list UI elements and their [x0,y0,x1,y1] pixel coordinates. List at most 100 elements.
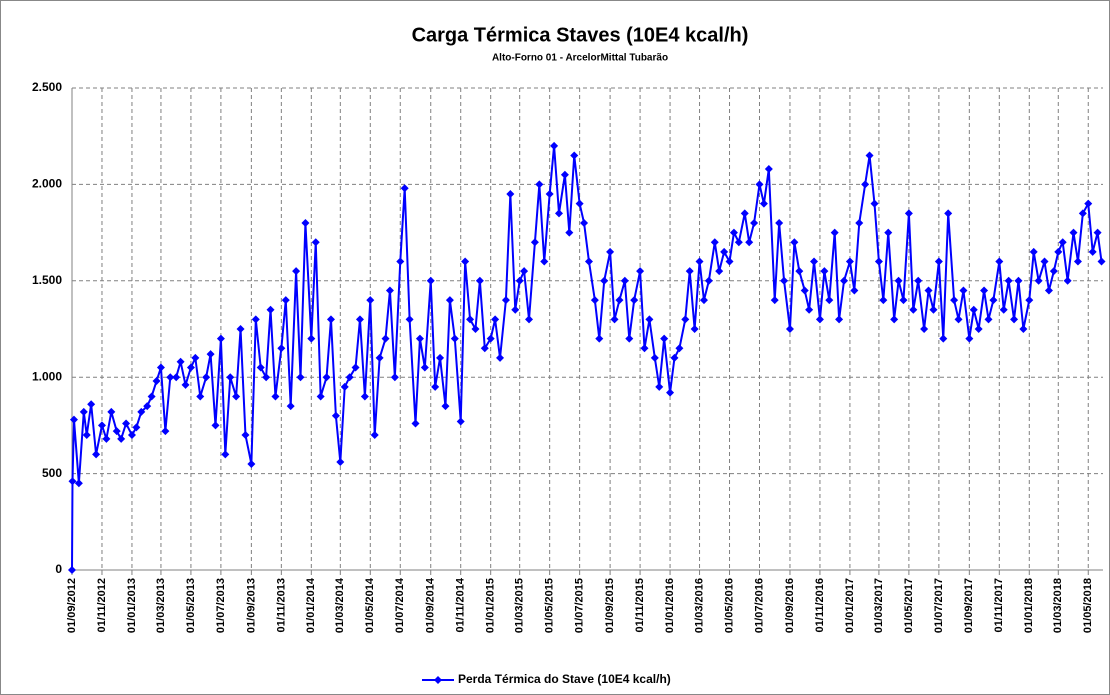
data-point [550,141,559,150]
data-point [196,392,205,401]
data-point [685,267,694,276]
data-point [904,209,913,218]
data-point [670,353,679,362]
data-point [506,190,515,199]
x-tick-label: 01/03/2015 [514,578,526,633]
data-point [202,373,211,382]
data-point [431,382,440,391]
data-point [855,218,864,227]
data-point [995,257,1004,266]
data-point [750,218,759,227]
x-tick-label: 01/05/2017 [903,578,915,633]
data-point [865,151,874,160]
x-tick-label: 01/11/2012 [96,578,108,632]
data-point [68,566,76,574]
data-point [681,315,690,324]
legend-marker [434,676,442,684]
x-tick-label: 01/09/2015 [604,578,616,633]
data-point [1097,257,1106,266]
data-point [815,315,824,324]
data-point [117,434,126,443]
data-point [606,247,615,256]
x-tick-label: 01/07/2016 [753,578,765,633]
data-point [87,400,96,409]
data-point [186,363,195,372]
data-point [221,450,230,459]
data-point [715,267,724,276]
data-point [296,373,305,382]
data-point [132,423,141,432]
data-point [584,257,593,266]
data-point [466,315,475,324]
data-point [934,257,943,266]
data-point [840,276,849,285]
data-point [501,296,510,305]
data-point [795,267,804,276]
data-point [909,305,918,314]
data-point [181,380,190,389]
data-point [1044,286,1053,295]
data-point [450,334,459,343]
chart-subtitle: Alto-Forno 01 - ArcelorMittal Tubarão [492,53,668,64]
data-point [316,392,325,401]
data-point [610,315,619,324]
data-point [415,334,424,343]
data-point [884,228,893,237]
data-point [1019,325,1028,333]
x-tick-label: 01/01/2018 [1023,578,1035,633]
data-point [102,434,111,443]
data-point [232,392,241,401]
y-tick-label: 500 [42,466,62,480]
data-point [810,257,819,266]
data-point [68,477,77,486]
data-point [710,238,719,247]
data-point [1063,276,1072,285]
data-point [366,296,375,305]
data-point [820,267,829,276]
data-point [625,334,634,343]
data-point [112,427,121,436]
data-point [161,427,170,436]
data-point [770,296,779,305]
data-point [660,334,669,343]
data-point [890,315,899,324]
data-point [645,315,654,324]
data-point [924,286,933,295]
data-point [480,344,489,353]
data-point [122,419,131,428]
data-point [1058,238,1067,247]
data-point [152,377,161,386]
data-point [950,296,959,305]
data-point [292,267,301,276]
data-point [775,218,784,227]
data-point [565,228,574,237]
data-point [580,218,589,227]
data-point [281,296,290,305]
data-point [445,296,454,305]
data-point [360,392,369,401]
data-point [785,325,794,333]
data-point [1093,228,1102,237]
data-point [375,353,384,362]
data-point [764,164,773,173]
data-point [790,238,799,247]
data-point [381,334,390,343]
data-point [1040,257,1049,266]
data-point [734,238,743,247]
data-point [426,276,435,285]
data-point [570,151,579,160]
chart-title: Carga Térmica Staves (10E4 kcal/h) [412,24,749,46]
data-point [226,373,235,382]
data-point [420,363,429,372]
data-point [830,228,839,237]
data-point [107,407,116,416]
x-tick-label: 01/09/2017 [963,578,975,633]
data-point [545,190,554,199]
y-tick-label: 2.000 [32,177,62,191]
x-tick-label: 01/07/2013 [215,578,227,633]
data-point [954,315,963,324]
x-tick-label: 01/09/2014 [425,577,437,633]
data-point [870,199,879,208]
data-point [800,286,809,295]
data-point [874,257,883,266]
